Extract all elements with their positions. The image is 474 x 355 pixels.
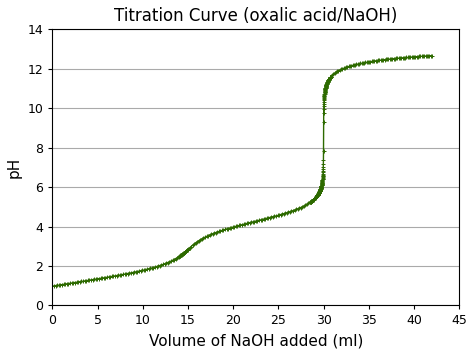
X-axis label: Volume of NaOH added (ml): Volume of NaOH added (ml) [148,333,363,348]
Y-axis label: pH: pH [7,157,22,178]
Title: Titration Curve (oxalic acid/NaOH): Titration Curve (oxalic acid/NaOH) [114,7,397,25]
